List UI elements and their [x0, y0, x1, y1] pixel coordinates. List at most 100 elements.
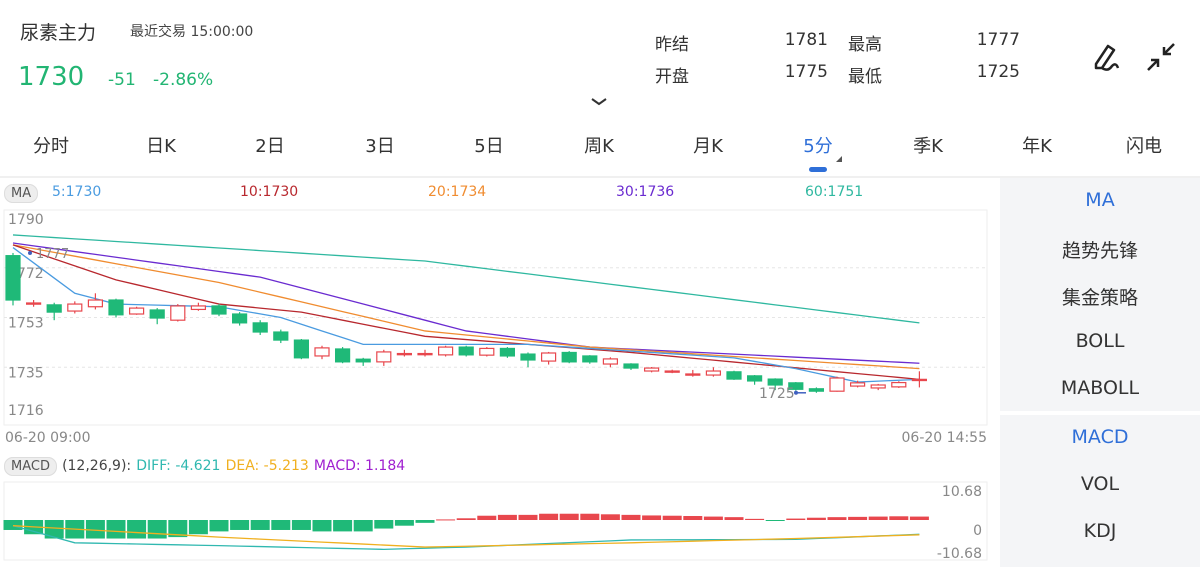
price-change: -51	[108, 70, 136, 90]
macd-y-tick: 10.68	[942, 484, 982, 500]
candle-up	[376, 351, 392, 363]
x-end-label: 06-20 14:55	[902, 430, 987, 446]
high-marker-dot	[28, 250, 32, 255]
tab-7[interactable]: 5分	[803, 136, 833, 157]
macd-bar-negative	[394, 520, 414, 526]
candle-up	[314, 347, 330, 357]
candle-down	[293, 339, 309, 359]
indicator-maboll[interactable]: MABOLL	[1060, 377, 1140, 399]
candle-down	[46, 304, 62, 313]
macd-bar-positive	[745, 518, 765, 520]
macd-legend: MACD (12,26,9): DIFF: -4.621 DEA: -5.213…	[4, 455, 405, 476]
low-label: 1725	[759, 386, 795, 402]
tab-4[interactable]: 5日	[474, 136, 504, 157]
indicator-ma[interactable]: MA	[1085, 189, 1115, 211]
macd-pill[interactable]: MACD	[4, 457, 57, 476]
ma-pill[interactable]: MA	[4, 184, 39, 203]
candle-up	[705, 370, 722, 376]
macd-bar-positive	[477, 515, 497, 520]
tab-8[interactable]: 季K	[913, 136, 943, 157]
legend-ma10: 10:1730	[240, 184, 299, 200]
macd-bar-positive	[827, 517, 847, 520]
macd-bar-negative	[188, 520, 208, 535]
tab-0[interactable]: 分时	[33, 136, 69, 157]
indicator-趋势先锋[interactable]: 趋势先锋	[1061, 240, 1138, 262]
last-trade-time: 15:00:00	[190, 24, 254, 40]
macd-bar-negative	[209, 520, 229, 532]
candle-down	[232, 313, 248, 324]
chevron-down-icon[interactable]	[590, 97, 608, 107]
candle-up	[396, 352, 412, 356]
candle-up	[438, 346, 454, 356]
legend-ma20: 20:1734	[428, 184, 487, 200]
line-ma5	[12, 247, 920, 383]
macd-bar-positive	[683, 516, 703, 520]
candle-up	[129, 307, 145, 315]
legend-ma60: 60:1751	[805, 184, 864, 200]
draw-icon[interactable]	[1090, 40, 1122, 74]
ma-legend: MA	[4, 182, 39, 203]
candle-up	[685, 373, 701, 376]
tab-5[interactable]: 周K	[584, 136, 614, 157]
indicator-vol[interactable]: VOL	[1080, 473, 1120, 495]
macd-bar-positive	[848, 516, 868, 520]
x-start-label: 06-20 09:00	[5, 430, 90, 446]
candle-up	[891, 381, 907, 388]
candle-up	[870, 384, 886, 389]
candle-down	[767, 378, 783, 386]
candle-up	[849, 382, 866, 387]
macd-bar-negative	[230, 520, 250, 530]
macd-bar-positive	[868, 516, 888, 520]
macd-bar-positive	[642, 515, 662, 520]
macd-bar-positive	[662, 515, 682, 520]
macd-bar-negative	[44, 520, 64, 539]
candle-down	[458, 346, 474, 356]
open-label: 开盘	[655, 67, 689, 87]
candle-down	[623, 363, 639, 369]
candle-down	[108, 299, 124, 316]
candle-up	[190, 305, 206, 311]
macd-bar-negative	[333, 520, 353, 532]
tab-6[interactable]: 月K	[693, 136, 723, 157]
low-value: 1725	[976, 62, 1020, 82]
candle-down	[211, 305, 227, 315]
contract-name: 尿素主力	[20, 22, 97, 44]
candle-up	[664, 370, 680, 373]
active-tab-indicator	[809, 167, 827, 172]
last-price: 1730	[18, 62, 85, 92]
tab-10[interactable]: 闪电	[1126, 136, 1162, 157]
collapse-icon[interactable]	[1144, 40, 1178, 74]
macd-bar-positive	[497, 514, 517, 520]
macd-y-tick: -10.68	[937, 546, 982, 562]
tab-2[interactable]: 2日	[255, 136, 285, 157]
macd-bar-positive	[456, 518, 476, 520]
macd-bar-positive	[889, 516, 909, 520]
candle-up	[540, 352, 557, 362]
indicator-kdj[interactable]: KDJ	[1083, 520, 1117, 542]
line-dea	[12, 525, 920, 548]
candle-down	[788, 382, 804, 390]
prev-settle-value: 1781	[784, 30, 828, 50]
dropdown-triangle-icon[interactable]	[836, 156, 842, 162]
tab-3[interactable]: 3日	[365, 136, 395, 157]
macd-bar-negative	[147, 520, 167, 539]
indicator-boll[interactable]: BOLL	[1075, 330, 1125, 352]
indicator-集金策略[interactable]: 集金策略	[1061, 287, 1138, 309]
candle-up	[87, 299, 104, 308]
macd-bar-negative	[312, 520, 332, 532]
macd-bar-negative	[291, 520, 311, 530]
macd-bar-negative	[250, 520, 270, 530]
tab-1[interactable]: 日K	[146, 136, 176, 157]
diff-label: DIFF: -4.621	[136, 458, 221, 474]
macd-bar-negative	[85, 520, 105, 539]
line-ma30	[12, 242, 920, 364]
indicator-macd[interactable]: MACD	[1071, 426, 1129, 448]
open-value: 1775	[784, 62, 828, 82]
candle-down	[582, 355, 598, 363]
macd-bar-negative	[168, 520, 188, 538]
candle-up	[643, 367, 660, 372]
legend-ma30: 30:1736	[616, 184, 675, 200]
tab-9[interactable]: 年K	[1022, 136, 1052, 157]
macd-bar-positive	[806, 517, 826, 520]
